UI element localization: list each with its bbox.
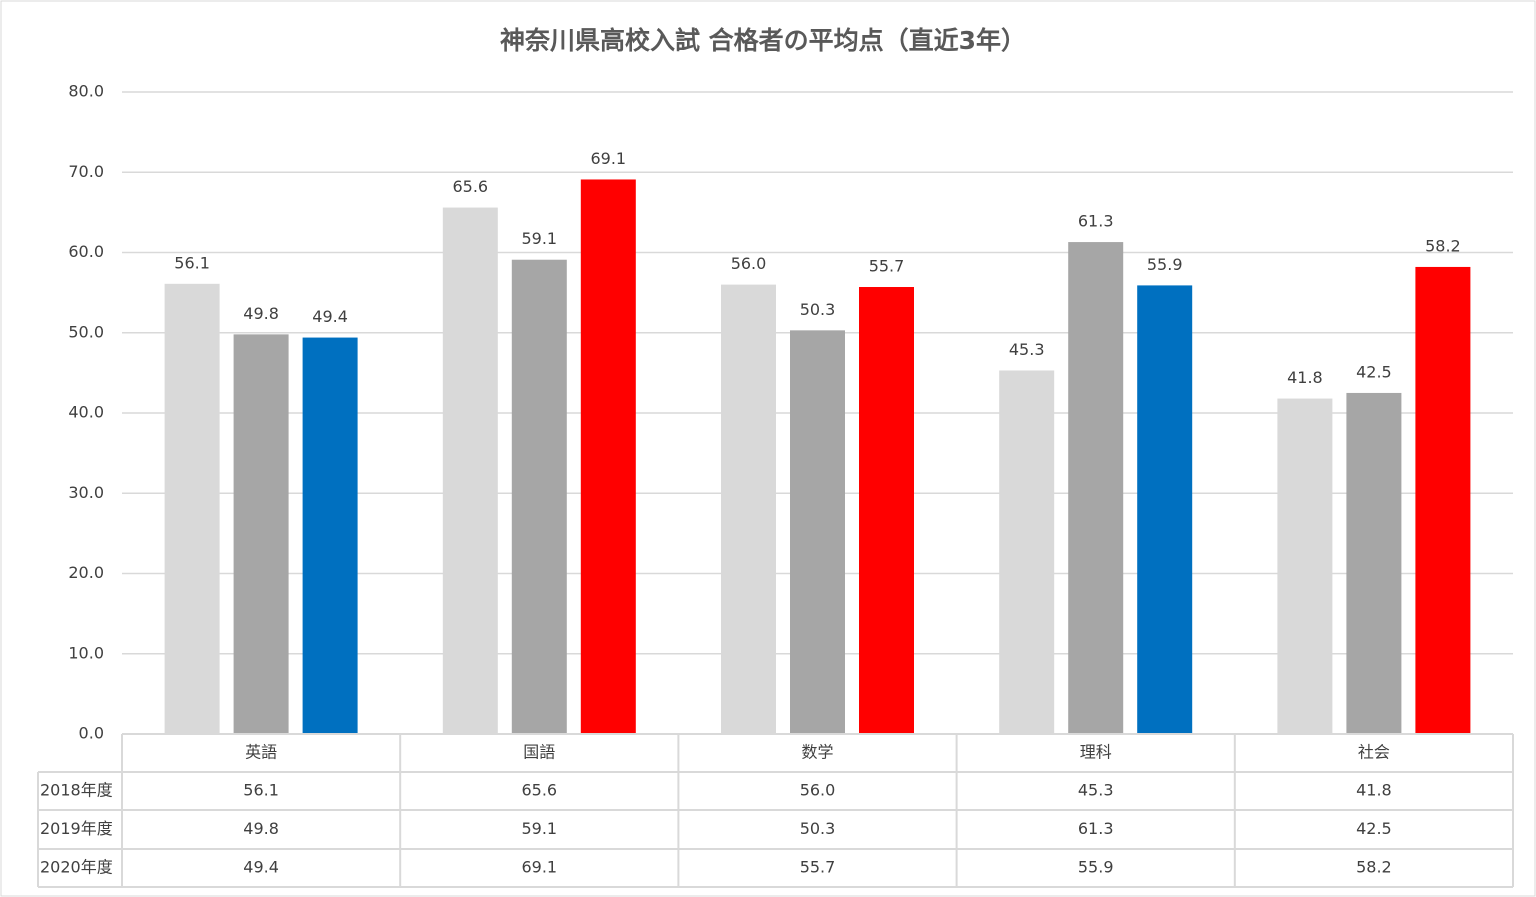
legend-label: 2019年度 [40,819,113,838]
y-tick-label: 40.0 [68,403,104,422]
y-tick-label: 80.0 [68,82,104,101]
table-cell: 49.4 [243,858,279,877]
table-cell: 41.8 [1356,781,1392,800]
table-cell: 69.1 [521,858,557,877]
y-tick-label: 30.0 [68,483,104,502]
data-label: 59.1 [521,229,557,248]
data-label: 55.7 [869,257,905,276]
bar [442,207,498,734]
table-cell: 56.0 [800,781,836,800]
bar [164,283,220,734]
data-label: 69.1 [590,149,626,168]
y-tick-label: 50.0 [68,322,104,341]
bar [511,259,567,734]
data-label: 56.1 [174,253,210,272]
y-tick-label: 60.0 [68,242,104,261]
table-cell: 61.3 [1078,819,1114,838]
bar [1277,398,1333,734]
bar [233,334,289,734]
data-label: 61.3 [1078,212,1114,231]
table-cell: 42.5 [1356,819,1392,838]
table-cell: 49.8 [243,819,279,838]
data-label: 50.3 [800,300,836,319]
data-label: 65.6 [452,177,488,196]
data-label: 56.0 [731,254,767,273]
x-tick-label: 理科 [1080,743,1112,762]
x-tick-label: 社会 [1358,743,1390,762]
bar [721,284,776,734]
x-tick-label: 数学 [801,743,833,762]
data-label: 42.5 [1356,362,1392,381]
table-cell: 55.7 [800,858,836,877]
y-tick-label: 0.0 [79,724,104,743]
bar [302,337,358,734]
bar [999,370,1055,734]
table-cell: 56.1 [243,781,279,800]
data-label: 55.9 [1147,255,1183,274]
data-label: 49.8 [243,304,279,323]
legend-label: 2020年度 [40,858,113,877]
bar [790,330,845,734]
table-cell: 58.2 [1356,858,1392,877]
table-cell: 50.3 [800,819,836,838]
bar [859,287,914,734]
x-tick-label: 国語 [523,743,555,762]
table-cell: 65.6 [521,781,557,800]
bar [1415,266,1471,734]
y-tick-label: 10.0 [68,643,104,662]
table-cell: 59.1 [521,819,557,838]
data-label: 45.3 [1009,340,1045,359]
legend-label: 2018年度 [40,781,113,800]
chart-title: 神奈川県高校入試 合格者の平均点（直近3年） [500,26,1026,55]
table-cell: 55.9 [1078,858,1114,877]
bar [1346,392,1402,734]
data-label: 49.4 [312,307,348,326]
bar [1068,242,1124,734]
bar [580,179,636,734]
y-tick-label: 20.0 [68,563,104,582]
x-tick-label: 英語 [245,743,277,762]
bar [1137,285,1193,734]
table-cell: 45.3 [1078,781,1114,800]
data-label: 58.2 [1425,236,1461,255]
data-label: 41.8 [1287,368,1323,387]
y-tick-label: 70.0 [68,162,104,181]
